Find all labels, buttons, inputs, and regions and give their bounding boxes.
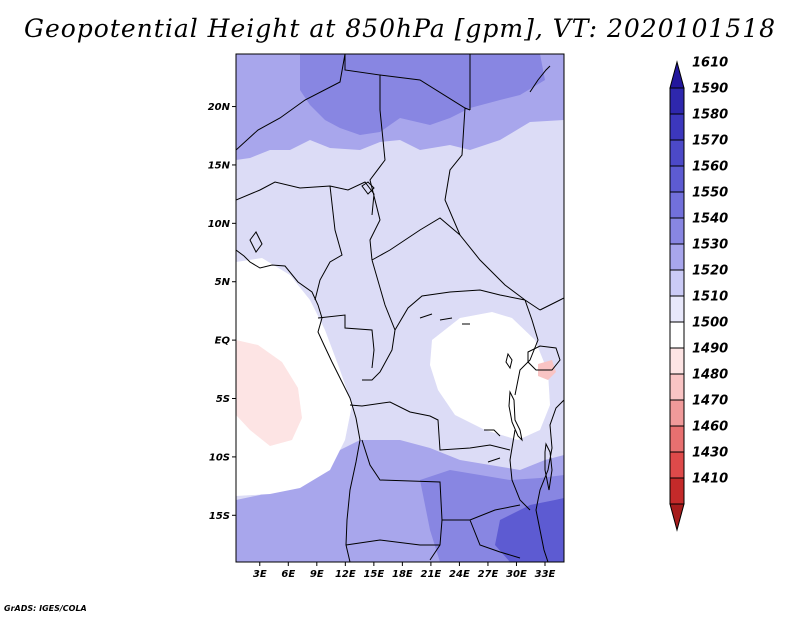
country-borders <box>236 54 564 561</box>
lon-tick-label: 27E <box>478 569 499 580</box>
grads-credit: GrADS: IGES/COLA <box>4 604 87 613</box>
colorbar-swatch <box>669 87 685 115</box>
lon-tick-label: 3E <box>253 569 267 580</box>
lon-tick-label: 30E <box>506 569 527 580</box>
colorbar: 1610 1590 1580 1570 1560 1550 1540 1530 1520 1510… <box>669 56 728 532</box>
colorbar-swatch <box>669 451 685 479</box>
colorbar-swatch <box>669 269 685 297</box>
borders-coastlines <box>236 54 564 562</box>
lat-tick-label: 5S <box>216 394 230 405</box>
colorbar-swatch <box>669 399 685 427</box>
lon-tick-label: 9E <box>310 569 324 580</box>
lat-tick-label: 15N <box>208 160 231 171</box>
colorbar-label: 1570 <box>692 134 728 149</box>
colorbar-label: 1530 <box>692 238 728 253</box>
congo-river-lakes <box>419 313 501 463</box>
lat-tick-label: 15S <box>209 511 230 522</box>
north-peak-region <box>300 54 545 135</box>
colorbar-swatch <box>669 295 685 323</box>
west-african-coastline <box>236 249 361 562</box>
latitude-axis: 20N 15N 10N 5N EQ 5S 10S 15S <box>208 102 236 522</box>
lat-tick-label: 20N <box>208 102 231 113</box>
colorbar-bottom-arrow <box>669 503 685 532</box>
red-sea-coast <box>529 65 551 93</box>
colorbar-label: 1430 <box>692 446 728 461</box>
colorbar-swatch <box>669 217 685 245</box>
lon-tick-label: 12E <box>335 569 356 580</box>
colorbar-swatch <box>669 165 685 193</box>
colorbar-label: 1550 <box>692 186 728 201</box>
lon-tick-label: 24E <box>449 569 470 580</box>
colorbar-top-arrow <box>669 60 685 89</box>
lake-victoria <box>527 345 561 371</box>
colorbar-swatch <box>669 321 685 349</box>
colorbar-swatch <box>669 139 685 167</box>
map-title: Geopotential Height at 850hPa [gpm], VT:… <box>23 14 777 43</box>
lat-tick-label: 10S <box>209 452 230 463</box>
lake-tanganyika <box>508 390 523 442</box>
plot-frame <box>235 53 565 563</box>
colorbar-label: 1590 <box>692 82 728 97</box>
colorbar-label: 1470 <box>692 394 728 409</box>
colorbar-label: 1510 <box>692 290 728 305</box>
colorbar-swatch <box>669 347 685 375</box>
colorbar-label: 1520 <box>692 264 728 279</box>
colorbar-label: 1580 <box>692 108 728 123</box>
colorbar-swatch <box>669 243 685 271</box>
lake-malawi <box>544 442 553 491</box>
colorbar-swatch <box>669 373 685 401</box>
congo-low-region <box>430 312 550 440</box>
southeast-peak-region <box>495 498 564 562</box>
colorbar-swatch <box>669 425 685 453</box>
colorbar-label: 1610 <box>692 56 728 71</box>
atlantic-min-region <box>236 340 302 446</box>
lat-tick-label: 5N <box>215 277 231 288</box>
east-african-coastline <box>535 399 564 562</box>
colorbar-swatch <box>669 191 685 219</box>
lon-tick-label: 6E <box>281 569 295 580</box>
colorbar-label: 1490 <box>692 342 728 357</box>
lon-tick-label: 33E <box>535 569 556 580</box>
lon-tick-label: 15E <box>363 569 384 580</box>
lake-chad <box>361 181 375 195</box>
lon-tick-label: 21E <box>421 569 442 580</box>
colorbar-swatch <box>669 113 685 141</box>
height-field <box>236 54 564 562</box>
lake-volta <box>249 231 263 253</box>
lat-tick-label: EQ <box>215 336 231 347</box>
colorbar-label: 1460 <box>692 420 728 435</box>
colorbar-label: 1500 <box>692 316 728 331</box>
colorbar-label: 1540 <box>692 212 728 227</box>
longitude-axis: 3E 6E 9E 12E 15E 18E 21E 24E 27E 30E 33E <box>253 562 556 580</box>
colorbar-label: 1480 <box>692 368 728 383</box>
colorbar-swatch <box>669 477 685 505</box>
lat-tick-label: 10N <box>208 219 231 230</box>
colorbar-label: 1560 <box>692 160 728 175</box>
lake-kivu <box>505 352 513 370</box>
lon-tick-label: 18E <box>392 569 413 580</box>
colorbar-label: 1410 <box>692 472 728 487</box>
